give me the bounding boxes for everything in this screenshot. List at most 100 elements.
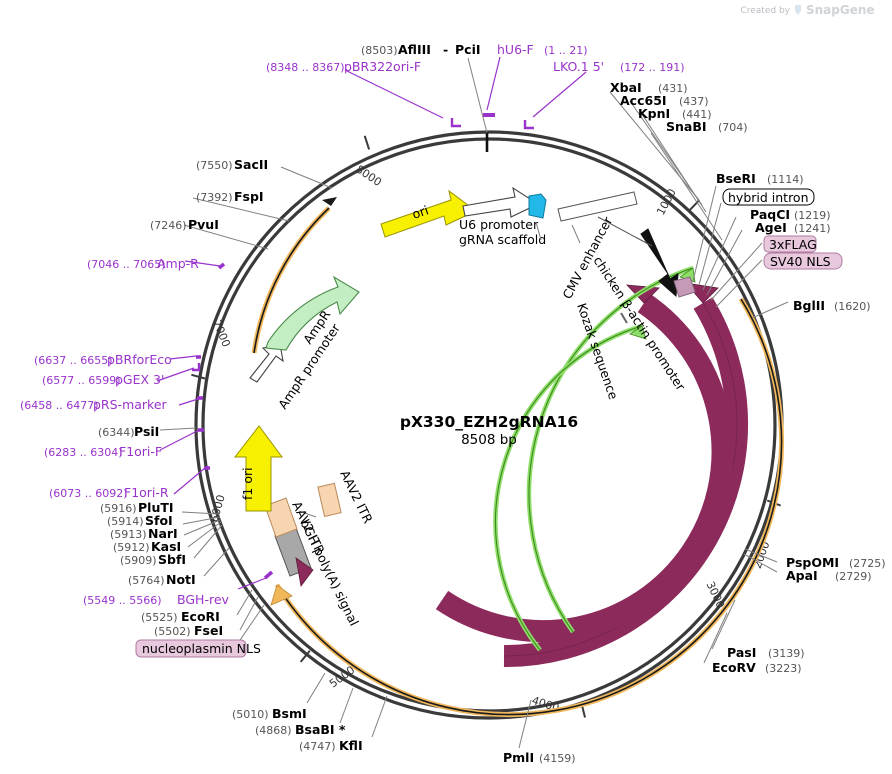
3xflag-pill[interactable]: 3xFLAG (763, 235, 817, 253)
sfoi-position: (5914) (107, 515, 144, 528)
hu6-f-range: (1 .. 21) (544, 44, 588, 57)
pvui-name[interactable]: PvuI (188, 217, 219, 232)
afliii-pcii-separator: - (443, 42, 448, 57)
nari-name[interactable]: NarI (148, 526, 178, 541)
f1ori-f-range: (6283 .. 6304) (44, 446, 123, 459)
feature-aav2-itr-2: AAV2 ITR (317, 468, 376, 526)
pluti-name[interactable]: PluTI (138, 500, 174, 515)
paqci-name[interactable]: PaqCI (750, 207, 790, 222)
leader-sbfi (193, 524, 223, 559)
kpni-name[interactable]: KpnI (638, 106, 670, 121)
pasi-name[interactable]: PasI (727, 645, 756, 660)
pcii-name[interactable]: PciI (455, 42, 481, 57)
pspomi-position: (2725) (849, 557, 886, 570)
bglii-name[interactable]: BglII (793, 298, 825, 313)
bgh-rev-name[interactable]: BGH-rev (177, 592, 230, 607)
leader-bseri (692, 185, 717, 282)
pspomi-name[interactable]: PspOMI (786, 555, 839, 570)
agei-name[interactable]: AgeI (755, 220, 787, 235)
leader-apai (743, 553, 778, 573)
ecori-name[interactable]: EcoRI (181, 609, 220, 624)
aav2-itr-1-leader (298, 510, 317, 518)
kasi-name[interactable]: KasI (151, 539, 181, 554)
afliii-position: (8503) (361, 44, 398, 57)
ecori-position: (5525) (141, 611, 178, 624)
tick-mark-5000 (191, 373, 206, 380)
pbr322ori-f-name[interactable]: pBR322ori-F (344, 59, 421, 74)
bsabi-name[interactable]: BsaBI * (295, 722, 346, 737)
watermark-prefix: Created by (740, 6, 790, 16)
bseri-position: (1114) (767, 173, 804, 186)
kfli-name[interactable]: KflI (339, 738, 363, 753)
snapgene-logo-icon (795, 5, 801, 15)
pluti-position: (5916) (100, 502, 137, 515)
fspi-name[interactable]: FspI (234, 189, 264, 204)
nucleoplasmin-nls-pill[interactable]: nucleoplasmin NLS (135, 639, 261, 658)
leader-pgex3 (156, 367, 195, 382)
3xflag-label: 3xFLAG (769, 237, 817, 252)
amp-r-name[interactable]: Amp-R (157, 256, 199, 271)
bsmi-name[interactable]: BsmI (272, 706, 307, 721)
leader-kfli (371, 695, 388, 738)
feature-cas9-outer: Cas9 (503, 282, 749, 668)
feature-orange-arc (270, 297, 785, 717)
snabi-name[interactable]: SnaBI (666, 119, 707, 134)
watermark-brand: SnapGene (806, 3, 875, 17)
sacii-name[interactable]: SacII (234, 157, 268, 172)
xbai-name[interactable]: XbaI (610, 80, 642, 95)
afliii-name[interactable]: AflIII (398, 42, 431, 57)
cmv-enhancer-box-shape (557, 191, 638, 222)
sbfi-name[interactable]: SbfI (158, 552, 186, 567)
lko1-name[interactable]: LKO.1 5' (553, 59, 604, 74)
prs-marker-name[interactable]: pRS-marker (93, 397, 168, 412)
psii-position: (6344) (98, 426, 135, 439)
pmli-name[interactable]: PmlI (503, 750, 534, 765)
lko1-range: (172 .. 191) (620, 61, 685, 74)
bglii-position: (1620) (834, 300, 871, 313)
leader-pmli (518, 699, 532, 749)
leader-kpni (639, 110, 707, 213)
leader-snabi (650, 132, 723, 241)
acc65i-name[interactable]: Acc65I (620, 93, 667, 108)
leader-bsabi (339, 687, 354, 724)
leader-f1ori-r (173, 467, 206, 495)
agei-position: (1241) (794, 222, 831, 235)
pbrforeco-name[interactable]: pBRforEco (107, 352, 172, 367)
leader-pvui (183, 224, 269, 250)
feature-cas9-inner: Cas9 (435, 284, 734, 643)
pgex3-name[interactable]: pGEX 3' (115, 372, 164, 387)
hybrid-intron-box-shape (722, 188, 815, 206)
pgex3-range: (6577 .. 6599) (42, 374, 121, 387)
kpni-position: (441) (682, 108, 712, 121)
leader-afliii (467, 57, 488, 134)
cas9-outer-label: Cas9 (630, 543, 660, 577)
psii-name[interactable]: PsiI (134, 424, 159, 439)
sbfi-position: (5909) (120, 554, 157, 567)
tick-mark-4000 (299, 650, 311, 663)
kasi-position: (5912) (113, 541, 150, 554)
bgh-rev-range: (5549 .. 5566) (83, 594, 162, 607)
hu6-f-name[interactable]: hU6-F (497, 42, 534, 57)
sfoi-name[interactable]: SfoI (145, 513, 173, 528)
leader-nari (183, 519, 221, 536)
fsei-name[interactable]: FseI (194, 623, 223, 638)
ecorv-name[interactable]: EcoRV (712, 660, 756, 675)
leader-bglii (751, 301, 789, 319)
apai-name[interactable]: ApaI (786, 568, 818, 583)
leader-sv40nls (715, 259, 763, 308)
cmv-enhancer-label: CMV enhancer (559, 213, 615, 301)
leader-f1ori-f (159, 429, 200, 451)
bseri-name[interactable]: BseRI (716, 171, 756, 186)
sv40-nls-pill[interactable]: SV40 NLS (763, 252, 843, 270)
snapgene-watermark: Created by SnapGene (740, 3, 874, 17)
xbai-position: (431) (658, 82, 688, 95)
leader-sfoi (182, 516, 221, 525)
noti-name[interactable]: NotI (166, 572, 196, 587)
hybrid-intron-box[interactable]: hybrid intron (722, 188, 815, 206)
f1ori-f-name[interactable]: F1ori-F (119, 444, 162, 459)
leader-bgh-rev (237, 577, 267, 590)
f1ori-r-name[interactable]: F1ori-R (124, 485, 169, 500)
aav2-itr-1-shape (264, 497, 298, 538)
snabi-position: (704) (718, 121, 748, 134)
plasmid-size: 8508 bp (461, 432, 517, 448)
